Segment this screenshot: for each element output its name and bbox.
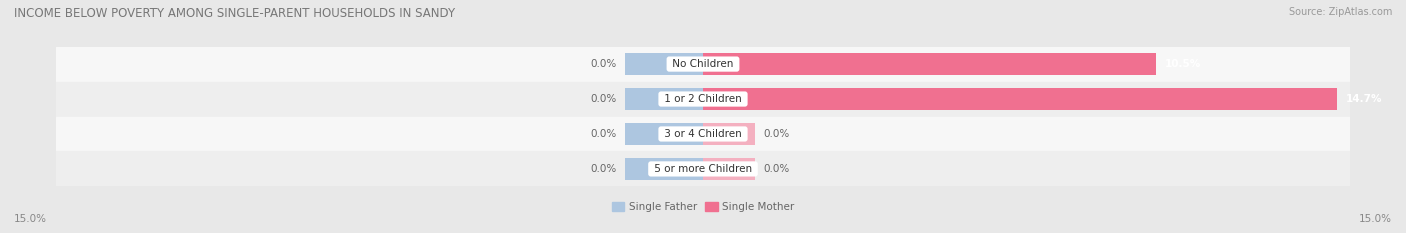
Bar [703,158,755,180]
Bar [56,116,1350,151]
Bar [626,123,703,145]
Bar [703,123,755,145]
Text: 0.0%: 0.0% [591,164,617,174]
Text: 0.0%: 0.0% [591,94,617,104]
Bar [56,151,1350,186]
Text: 15.0%: 15.0% [1360,214,1392,224]
Text: 10.5%: 10.5% [1164,59,1201,69]
Bar [626,53,703,75]
Bar [626,88,703,110]
Legend: Single Father, Single Mother: Single Father, Single Mother [612,202,794,212]
Text: 15.0%: 15.0% [14,214,46,224]
Text: 3 or 4 Children: 3 or 4 Children [661,129,745,139]
Bar [703,53,1156,75]
Text: 1 or 2 Children: 1 or 2 Children [661,94,745,104]
Text: 5 or more Children: 5 or more Children [651,164,755,174]
Text: Source: ZipAtlas.com: Source: ZipAtlas.com [1288,7,1392,17]
Bar [626,158,703,180]
Text: No Children: No Children [669,59,737,69]
Text: 0.0%: 0.0% [591,129,617,139]
Text: 0.0%: 0.0% [763,129,790,139]
Text: 14.7%: 14.7% [1346,94,1382,104]
Text: INCOME BELOW POVERTY AMONG SINGLE-PARENT HOUSEHOLDS IN SANDY: INCOME BELOW POVERTY AMONG SINGLE-PARENT… [14,7,456,20]
Bar [56,47,1350,82]
Bar [703,88,1337,110]
Text: 0.0%: 0.0% [763,164,790,174]
Text: 0.0%: 0.0% [591,59,617,69]
Bar [56,82,1350,116]
